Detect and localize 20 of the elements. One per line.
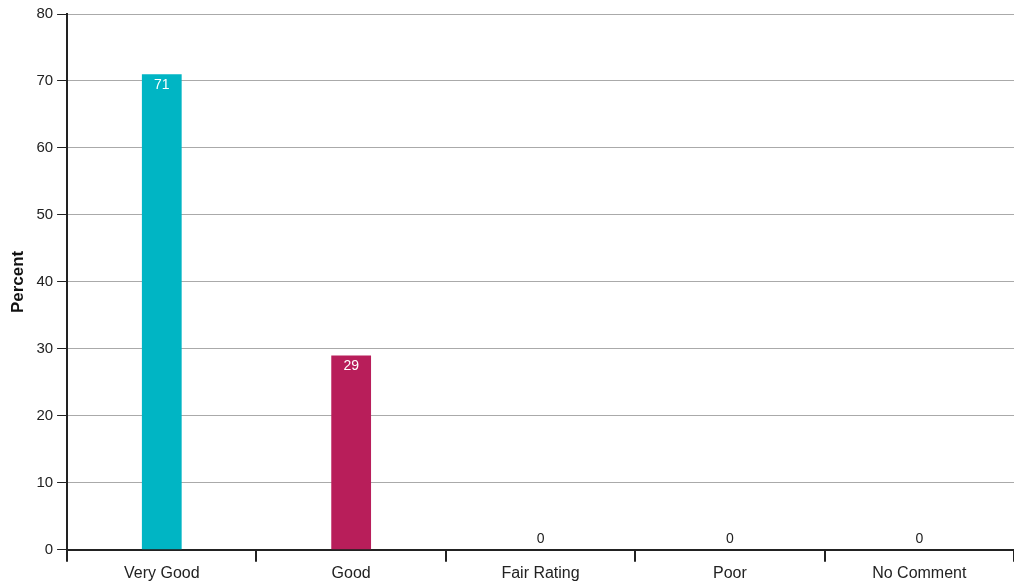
x-tick-label: Good xyxy=(331,563,371,581)
y-tick-label: 70 xyxy=(36,71,54,89)
data-label: 71 xyxy=(153,76,170,93)
data-label: 0 xyxy=(915,529,924,546)
y-tick-label: 10 xyxy=(36,472,54,490)
y-tick-label: 50 xyxy=(36,205,54,223)
data-label: 0 xyxy=(536,529,545,546)
y-tick-label: 40 xyxy=(36,272,54,290)
y-tick-label: 0 xyxy=(44,539,54,557)
y-tick-label: 60 xyxy=(36,138,54,156)
data-label: 29 xyxy=(343,357,360,374)
data-label: 0 xyxy=(726,529,735,546)
y-tick-label: 20 xyxy=(36,405,54,423)
y-axis-title: Percent xyxy=(7,250,27,314)
y-tick-label: 30 xyxy=(36,339,54,357)
y-tick-label: 80 xyxy=(36,4,54,22)
x-tick-label: No Comment xyxy=(872,563,967,581)
x-tick-label: Poor xyxy=(713,563,748,581)
x-tick-label: Fair Rating xyxy=(501,563,580,581)
x-tick-label: Very Good xyxy=(123,563,200,581)
